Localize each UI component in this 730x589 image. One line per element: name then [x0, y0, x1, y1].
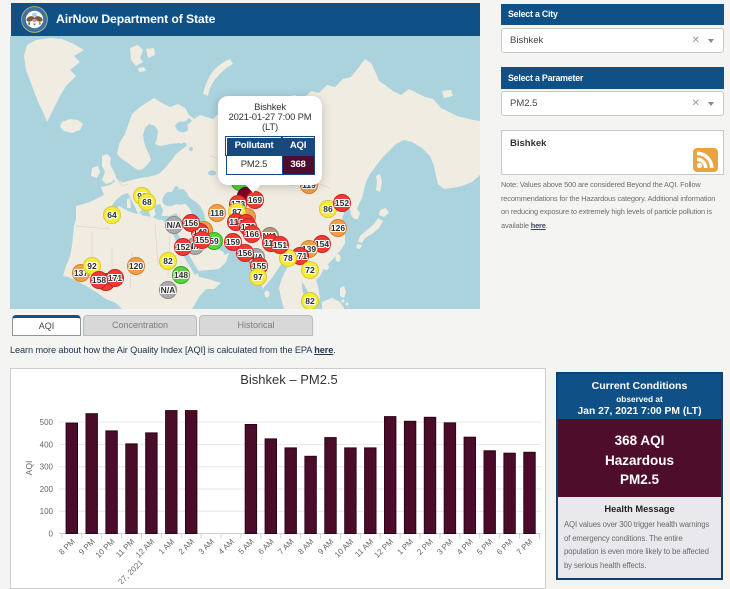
svg-text:6 PM: 6 PM: [495, 537, 515, 557]
svg-text:300: 300: [40, 463, 54, 472]
svg-text:1 PM: 1 PM: [395, 537, 415, 557]
svg-text:3 AM: 3 AM: [197, 537, 216, 556]
svg-text:1 AM: 1 AM: [157, 537, 176, 556]
svg-text:0: 0: [49, 530, 54, 539]
svg-text:7 PM: 7 PM: [515, 537, 535, 557]
svg-text:500: 500: [40, 418, 54, 427]
svg-text:10 PM: 10 PM: [94, 537, 117, 560]
svg-text:200: 200: [40, 485, 54, 494]
svg-text:27, 2021: 27, 2021: [116, 558, 145, 584]
svg-text:2 AM: 2 AM: [177, 537, 196, 556]
svg-text:4 AM: 4 AM: [217, 537, 236, 556]
svg-text:6 AM: 6 AM: [256, 537, 275, 556]
svg-text:3 PM: 3 PM: [435, 537, 455, 557]
svg-text:7 AM: 7 AM: [276, 537, 295, 556]
svg-text:5 PM: 5 PM: [475, 537, 495, 557]
svg-text:AQI: AQI: [24, 461, 34, 476]
svg-text:8 AM: 8 AM: [296, 537, 315, 556]
svg-text:2 PM: 2 PM: [415, 537, 435, 557]
svg-text:12 PM: 12 PM: [372, 537, 395, 560]
svg-text:Bishkek – PM2.5: Bishkek – PM2.5: [240, 372, 338, 387]
svg-text:11 AM: 11 AM: [353, 537, 375, 559]
svg-text:100: 100: [40, 507, 54, 516]
svg-text:4 PM: 4 PM: [455, 537, 475, 557]
svg-text:11 PM: 11 PM: [114, 537, 137, 560]
svg-text:10 AM: 10 AM: [333, 537, 356, 560]
svg-text:400: 400: [40, 440, 54, 449]
svg-text:5 AM: 5 AM: [237, 537, 256, 556]
svg-text:12 AM: 12 AM: [134, 537, 157, 560]
svg-text:8 PM: 8 PM: [57, 537, 77, 557]
